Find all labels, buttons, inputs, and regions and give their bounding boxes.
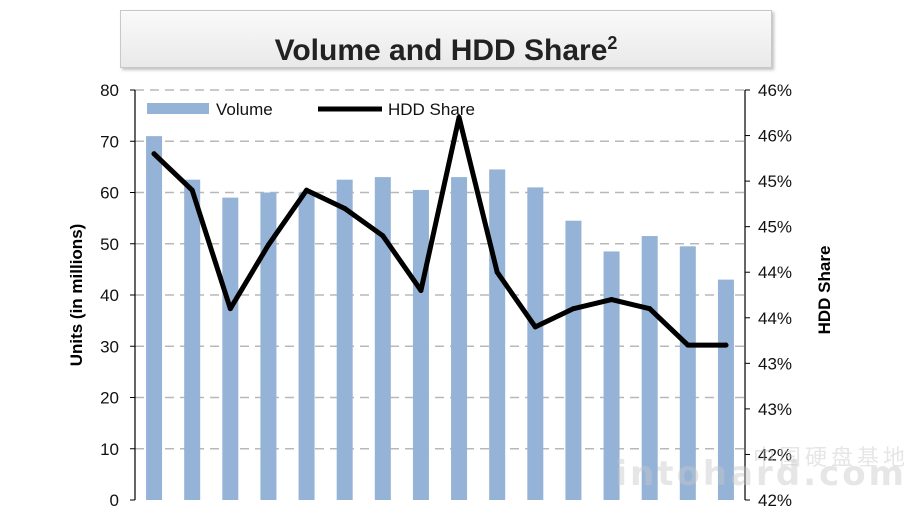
y2-tick-label: 46% bbox=[758, 127, 792, 146]
hdd-share-point bbox=[189, 187, 195, 193]
y2-tick-label: 45% bbox=[758, 218, 792, 237]
y-tick-label: 20 bbox=[100, 389, 119, 408]
bar bbox=[489, 169, 506, 500]
y-tick-label: 50 bbox=[100, 235, 119, 254]
hdd-share-point bbox=[304, 187, 310, 193]
bar bbox=[374, 177, 391, 500]
hdd-share-point bbox=[380, 233, 386, 239]
bar bbox=[298, 192, 315, 500]
y2-tick-label: 42% bbox=[758, 445, 792, 464]
bar bbox=[603, 251, 620, 500]
bar bbox=[641, 236, 658, 500]
bar bbox=[527, 187, 544, 500]
bar bbox=[451, 177, 468, 500]
hdd-share-point bbox=[265, 242, 271, 248]
hdd-share-point bbox=[570, 306, 576, 312]
hdd-share-point bbox=[342, 205, 348, 211]
y-tick-label: 40 bbox=[100, 286, 119, 305]
bar bbox=[565, 220, 582, 500]
watermark-en: intohard.com bbox=[615, 454, 907, 494]
y-axis-title: Units (in millions) bbox=[67, 224, 86, 367]
chart-title: Volume and HDD Share2 bbox=[121, 33, 771, 68]
hdd-share-point bbox=[609, 297, 615, 303]
bar bbox=[336, 179, 353, 500]
legend-volume-swatch bbox=[147, 103, 209, 114]
hdd-share-point bbox=[685, 342, 691, 348]
y2-tick-label: 43% bbox=[758, 400, 792, 419]
y2-tick-label: 44% bbox=[758, 309, 792, 328]
hdd-share-point bbox=[227, 306, 233, 312]
bar bbox=[260, 192, 277, 500]
y2-tick-label: 43% bbox=[758, 354, 792, 373]
y-tick-label: 70 bbox=[100, 132, 119, 151]
hdd-share-point bbox=[456, 114, 462, 120]
bar bbox=[679, 246, 696, 500]
legend-hdd-share-label: HDD Share bbox=[388, 100, 475, 119]
bar bbox=[412, 189, 429, 500]
watermark-cn: 中国硬盘基地 bbox=[752, 446, 909, 471]
y2-axis-title: HDD Share bbox=[815, 246, 834, 335]
y-tick-label: 30 bbox=[100, 337, 119, 356]
hdd-share-line bbox=[151, 114, 729, 348]
hdd-share-point bbox=[151, 151, 157, 157]
chart-title-box: Volume and HDD Share2 bbox=[120, 10, 772, 68]
y2-tick-label: 42% bbox=[758, 491, 792, 508]
chart-title-text: Volume and HDD Share bbox=[274, 34, 608, 67]
y2-tick-label: 45% bbox=[758, 172, 792, 191]
hdd-share-point bbox=[723, 342, 729, 348]
y-tick-label: 60 bbox=[100, 184, 119, 203]
y-tick-label: 0 bbox=[110, 491, 119, 508]
y-tick-label: 80 bbox=[100, 81, 119, 100]
y2-tick-label: 46% bbox=[758, 81, 792, 100]
hdd-share-point bbox=[532, 324, 538, 330]
y2-tick-label: 44% bbox=[758, 263, 792, 282]
y-tick-label: 10 bbox=[100, 440, 119, 459]
bar bbox=[146, 136, 163, 500]
hdd-share-point bbox=[418, 287, 424, 293]
bar bbox=[717, 279, 734, 500]
legend-volume-label: Volume bbox=[216, 100, 273, 119]
hdd-share-point bbox=[494, 269, 500, 275]
chart-title-footnote: 2 bbox=[607, 33, 618, 53]
bar bbox=[184, 179, 201, 500]
hdd-share-point bbox=[647, 306, 653, 312]
bar bbox=[222, 197, 239, 500]
